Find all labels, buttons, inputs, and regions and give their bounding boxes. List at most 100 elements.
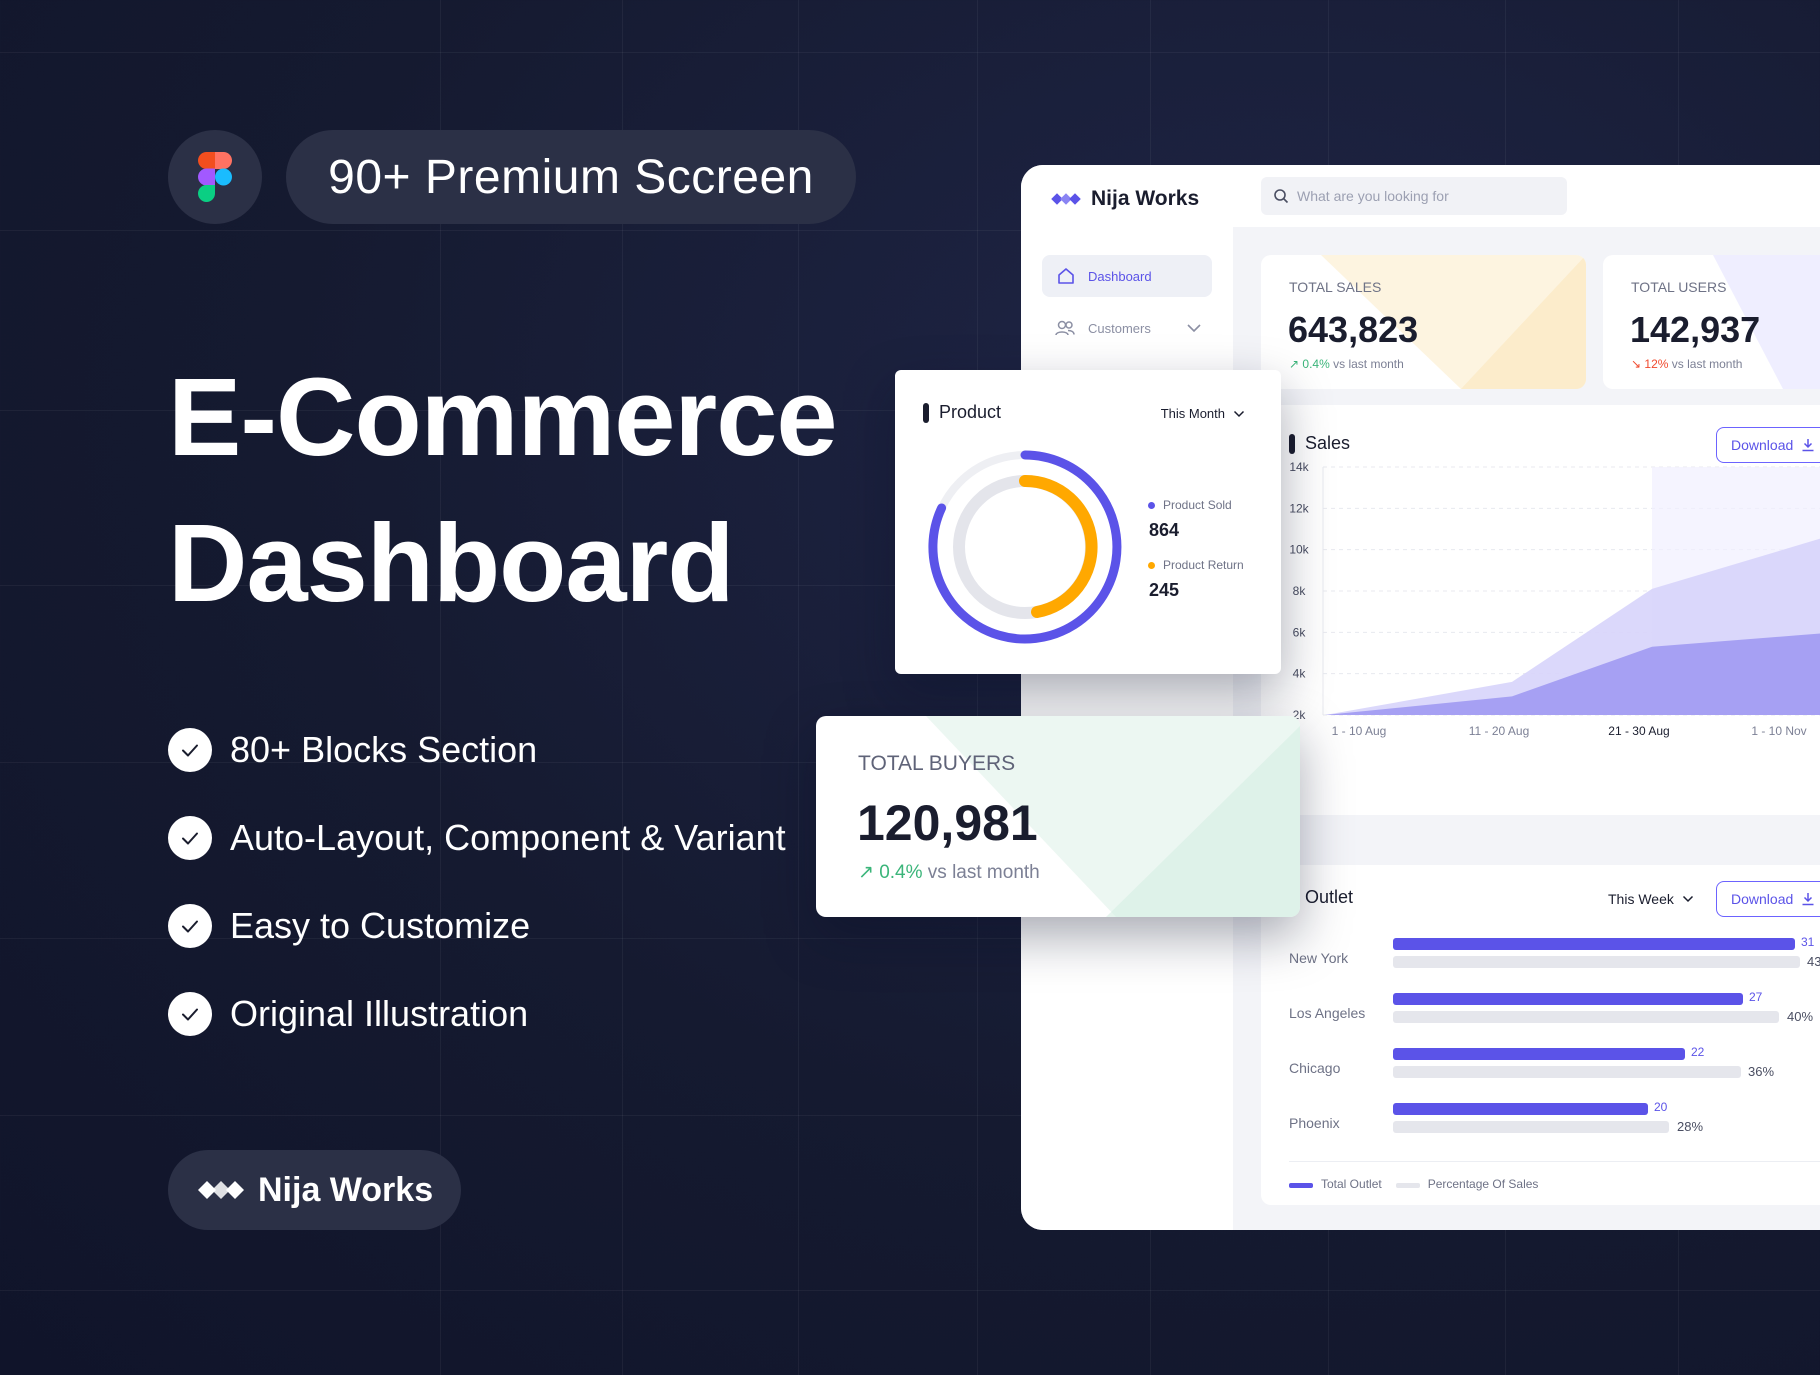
chevron-down-icon xyxy=(1682,895,1693,903)
sales-title: Sales xyxy=(1289,433,1350,454)
outlet-period-dropdown[interactable]: This Week xyxy=(1608,891,1694,907)
sales-percentage-bar xyxy=(1393,956,1800,968)
download-label: Download xyxy=(1731,437,1794,453)
outlet-city: New York xyxy=(1289,950,1349,966)
total-outlet-value: 31 xyxy=(1801,935,1815,949)
arrow-down-right-icon: ↘ xyxy=(1631,357,1642,371)
arrow-up-right-icon: ↗ xyxy=(1289,357,1300,371)
legend-dot xyxy=(1148,561,1155,569)
total-outlet-bar xyxy=(1393,1103,1648,1115)
sales-percentage-value: 43% xyxy=(1807,954,1820,969)
hero-title-line2: Dashboard xyxy=(168,502,735,625)
x-tick-label: 1 - 10 Nov xyxy=(1751,724,1806,738)
stat-change-value: 0.4% xyxy=(1302,357,1330,371)
sidebar: Nija Works Dashboard Customers xyxy=(1021,165,1233,1230)
figma-icon xyxy=(198,152,232,202)
product-donut-chart xyxy=(928,450,1122,644)
grid-line xyxy=(798,0,799,1375)
premium-screen-pill: 90+ Premium Sccreen xyxy=(286,130,856,224)
outlet-download-button[interactable]: Download xyxy=(1716,881,1820,917)
donut-arc-product-sold xyxy=(928,450,1122,644)
feature-text: Auto-Layout, Component & Variant xyxy=(230,817,786,858)
area-series-2 xyxy=(1325,633,1820,715)
feature-item: Easy to Customize xyxy=(168,882,786,970)
total-outlet-value: 27 xyxy=(1749,990,1763,1004)
outlet-row: Chicago 22 36% xyxy=(1289,1045,1820,1098)
main-area: What are you looking for TOTAL SALES 643… xyxy=(1233,165,1820,1230)
total-sales-card: TOTAL SALES 643,823 ↗ 0.4% vs last month xyxy=(1261,255,1586,389)
sales-card: Sales Download 14k 12k 10k 8k 6k 4k 2k 1 - 10 A… xyxy=(1261,405,1820,815)
legend-product-return: Product Return 245 xyxy=(1148,558,1244,601)
download-label: Download xyxy=(1731,891,1794,907)
legend-swatch xyxy=(1395,1183,1420,1188)
grid-line xyxy=(622,0,623,1375)
y-tick-label: 12k xyxy=(1289,501,1309,515)
stat-change-suffix: vs last month xyxy=(927,862,1040,883)
grid-line xyxy=(440,0,441,1375)
search-placeholder: What are you looking for xyxy=(1297,188,1449,204)
check-icon xyxy=(168,728,212,772)
download-icon xyxy=(1802,893,1814,906)
hero-title: E-Commerce Dashboard xyxy=(168,345,838,637)
users-icon xyxy=(1055,320,1075,336)
chevron-down-icon xyxy=(1187,324,1201,333)
total-outlet-value: 22 xyxy=(1691,1045,1705,1059)
legend-value: 245 xyxy=(1149,580,1180,600)
product-title-text: Product xyxy=(939,402,1002,422)
sales-percentage-bar xyxy=(1393,1066,1741,1078)
topbar: What are you looking for xyxy=(1233,165,1820,227)
title-marker xyxy=(1289,433,1295,454)
stat-change-value: 0.4% xyxy=(879,862,923,883)
sales-download-button[interactable]: Download xyxy=(1716,427,1820,463)
stat-change: ↘ 12% vs last month xyxy=(1631,357,1742,371)
sidebar-logo[interactable]: Nija Works xyxy=(1051,187,1199,211)
stat-value: 643,823 xyxy=(1288,309,1419,350)
nija-works-logo-icon xyxy=(198,1181,244,1199)
grid-line xyxy=(0,938,1820,939)
x-tick-label: 21 - 30 Aug xyxy=(1608,724,1669,738)
legend-label: Product Sold xyxy=(1163,498,1232,512)
search-input[interactable]: What are you looking for xyxy=(1261,177,1567,215)
sidebar-item-customers[interactable]: Customers xyxy=(1042,307,1212,349)
outlet-legend: Total Outlet Percentage Of Sales xyxy=(1289,1177,1538,1191)
total-buyers-card: TOTAL BUYERS 120,981 ↗ 0.4% vs last mont… xyxy=(816,716,1300,917)
stat-change-value: 12% xyxy=(1644,357,1669,371)
outlet-row: Los Angeles 27 40% xyxy=(1289,990,1820,1043)
legend-label-row: Product Sold xyxy=(1148,498,1232,512)
legend-label: Product Return xyxy=(1163,558,1244,572)
legend-item-total: Total Outlet xyxy=(1289,1177,1382,1191)
nija-works-logo-icon xyxy=(1051,193,1081,205)
feature-text: Original Illustration xyxy=(230,993,529,1034)
legend-label-row: Product Return xyxy=(1148,558,1244,572)
outlet-title-text: Outlet xyxy=(1305,887,1354,907)
sales-percentage-value: 28% xyxy=(1677,1119,1704,1134)
figma-badge xyxy=(168,130,262,224)
legend-item-pct: Percentage Of Sales xyxy=(1395,1177,1539,1191)
feature-item: Auto-Layout, Component & Variant xyxy=(168,794,786,882)
legend-label: Percentage Of Sales xyxy=(1427,1177,1539,1191)
feature-item: Original Illustration xyxy=(168,970,786,1058)
feature-text: 80+ Blocks Section xyxy=(230,729,538,770)
x-tick-label: 11 - 20 Aug xyxy=(1469,724,1530,738)
dropdown-label: This Week xyxy=(1608,891,1674,907)
product-period-dropdown[interactable]: This Month xyxy=(1161,406,1245,421)
divider xyxy=(1289,1161,1820,1162)
outlet-card: Outlet This Week Download New York 31 43… xyxy=(1261,865,1820,1205)
sales-percentage-bar xyxy=(1393,1121,1669,1133)
total-outlet-bar xyxy=(1393,938,1795,950)
y-tick-label: 8k xyxy=(1293,584,1307,598)
outlet-row: Phoenix 20 28% xyxy=(1289,1100,1820,1153)
y-tick-label: 10k xyxy=(1289,543,1309,557)
total-outlet-value: 20 xyxy=(1654,1100,1668,1114)
outlet-city: Chicago xyxy=(1289,1060,1341,1076)
sidebar-item-dashboard[interactable]: Dashboard xyxy=(1042,255,1212,297)
y-tick-label: 6k xyxy=(1293,625,1307,639)
sales-percentage-bar xyxy=(1393,1011,1779,1023)
dropdown-label: This Month xyxy=(1160,406,1225,421)
product-title: Product xyxy=(923,402,1001,423)
title-marker xyxy=(923,402,929,423)
check-icon xyxy=(168,904,212,948)
legend-label: Total Outlet xyxy=(1321,1177,1382,1191)
download-icon xyxy=(1802,439,1814,452)
